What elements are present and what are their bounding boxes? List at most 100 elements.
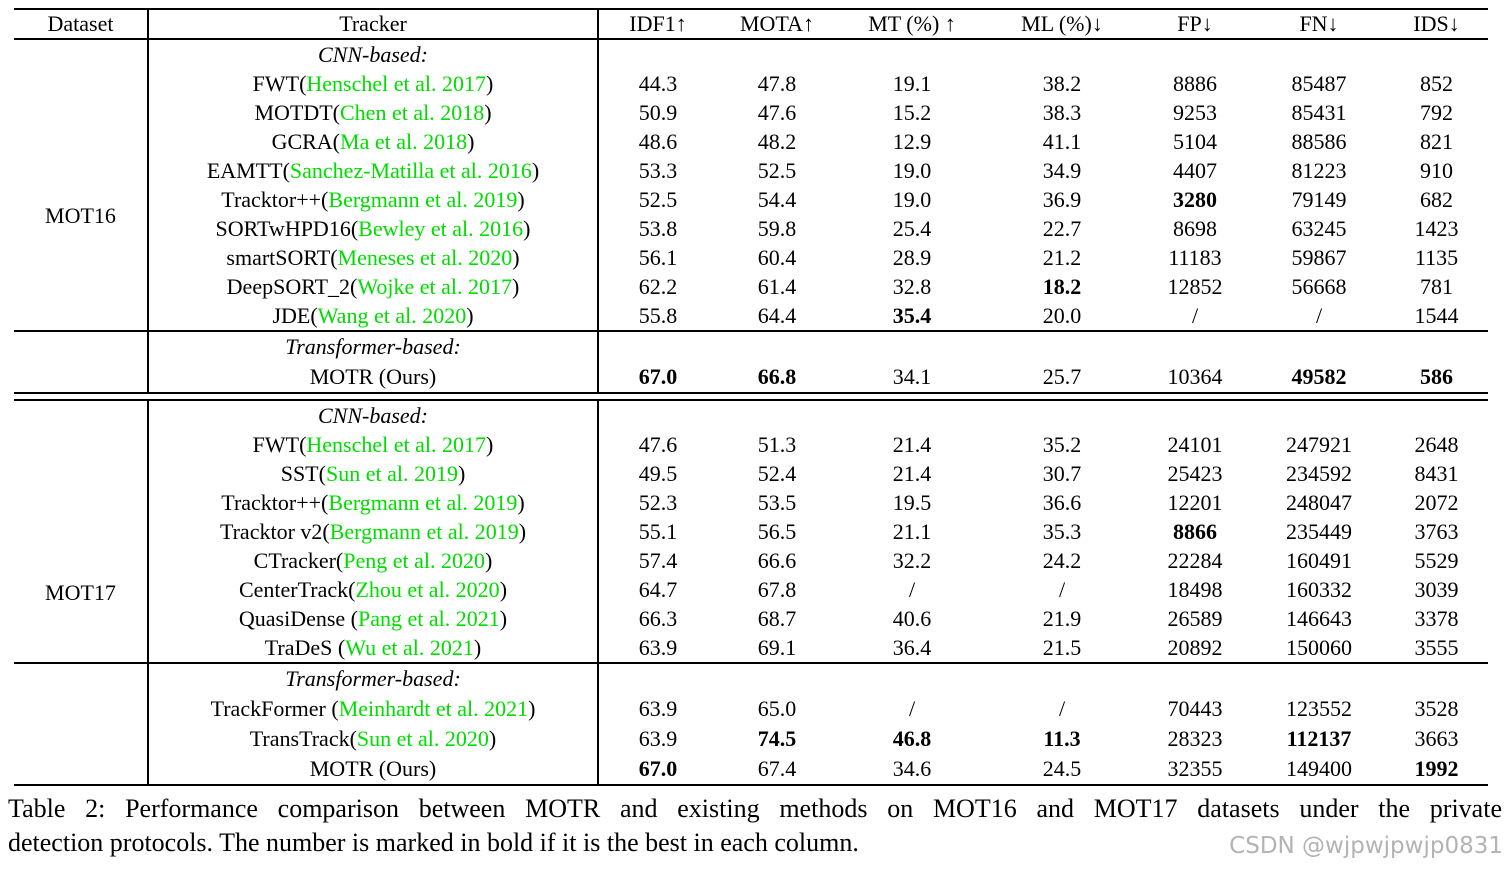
tracker-name: TransTrack(Sun et al. 2020) [147, 724, 597, 754]
citation-close-paren: ) [517, 186, 525, 212]
table-row: Tracktor++(Bergmann et al. 2019) 52.3 53.5… [14, 488, 1488, 517]
citation-close-paren: ) [486, 70, 494, 96]
cell-fp: 18498 [1167, 576, 1223, 602]
cell-ids: 1544 [1414, 302, 1459, 328]
cell-mota [717, 332, 837, 362]
tracker-name-text: FWT( [252, 70, 307, 96]
table-row: GCRA(Ma et al. 2018) 48.6 48.2 12.9 41.1 5104… [14, 127, 1488, 156]
tracker-name-text: CenterTrack( [238, 576, 356, 602]
cell-ml: 25.7 [1042, 364, 1082, 389]
cell-mt: 19.0 [892, 186, 932, 212]
cell-fp: 5104 [1173, 128, 1217, 154]
cell-fn: 56668 [1291, 273, 1347, 299]
cell-ids [1385, 401, 1488, 430]
table-row: SST(Sun et al. 2019) 49.5 52.4 21.4 30.7 2542… [14, 459, 1488, 488]
cell-mota: 66.8 [757, 364, 797, 389]
table-row: TrackFormer (Meinhardt et al. 2021) 63.9 6… [14, 694, 1488, 724]
cell-mota: 67.4 [757, 756, 797, 781]
table-row: MOTR (Ours) 67.0 66.8 34.1 25.7 10364 49582 586 [14, 362, 1488, 392]
cell-fn: 235449 [1286, 518, 1352, 544]
tracker-name: DeepSORT_2(Wojke et al. 2017) [147, 272, 597, 301]
cell-ids [1385, 332, 1488, 362]
cell-ml: 35.3 [1042, 518, 1082, 544]
tracker-name: MOTR (Ours) [147, 362, 597, 392]
cell-mt: 21.4 [892, 460, 932, 486]
citation-close-paren: ) [484, 99, 492, 125]
cell-idf1 [597, 664, 717, 694]
cell-mota: 53.5 [757, 489, 797, 515]
cell-ids: 586 [1420, 364, 1453, 389]
cell-fp: 8866 [1173, 518, 1217, 544]
tracker-name-text: MOTDT( [254, 99, 340, 125]
cell-idf1 [597, 332, 717, 362]
section-label: Transformer-based: [147, 664, 597, 694]
cell-mt: 40.6 [892, 605, 932, 631]
cell-ml: 18.2 [1042, 273, 1082, 299]
citation-close-paren: ) [528, 696, 536, 721]
cell-mota: 52.4 [757, 460, 797, 486]
table-row: Tracktor++(Bergmann et al. 2019) 52.5 54.4… [14, 185, 1488, 214]
col-header-ml: ML (%)↓ [1021, 11, 1103, 36]
cell-fp: 10364 [1167, 364, 1223, 389]
cell-mt: 32.2 [892, 547, 932, 573]
citation-text: Wang et al. 2020 [317, 302, 467, 328]
cell-mota: 47.6 [757, 99, 797, 125]
cell-idf1: 44.3 [597, 69, 717, 98]
watermark: CSDN @wjpwjpwjp0831 [1229, 833, 1503, 859]
citation-text: Wojke et al. 2017 [357, 273, 512, 299]
tracker-name-text: SORTwHPD16( [215, 215, 359, 241]
cell-mt: 34.6 [892, 756, 932, 781]
cell-mt: 19.5 [892, 489, 932, 515]
cell-fn: 149400 [1286, 756, 1352, 781]
cell-ids: 682 [1420, 186, 1453, 212]
cell-mt: 34.1 [892, 364, 932, 389]
cell-mota: 54.4 [757, 186, 797, 212]
cell-ml [987, 332, 1137, 362]
cell-ids: 3555 [1414, 634, 1459, 660]
cell-fp: 22284 [1167, 547, 1223, 573]
cell-ml [987, 40, 1137, 69]
citation-text: Sun et al. 2019 [325, 460, 458, 486]
cell-mt: 12.9 [892, 128, 932, 154]
citation-text: Bergmann et al. 2019 [328, 186, 518, 212]
table-body: CNN-based: FWT(Henschel et al. 2017) 44.3 4… [14, 40, 1488, 786]
cell-idf1: 63.9 [597, 633, 717, 662]
cell-fp: / [1191, 302, 1199, 328]
cell-ml: 11.3 [1043, 726, 1081, 751]
cell-fp: 20892 [1167, 634, 1223, 660]
table-row: EAMTT(Sanchez-Matilla et al. 2016) 53.3 52… [14, 156, 1488, 185]
tracker-name: SST(Sun et al. 2019) [147, 459, 597, 488]
tracker-name: GCRA(Ma et al. 2018) [147, 127, 597, 156]
dataset-section: CNN-based: FWT(Henschel et al. 2017) 44.3 4… [14, 40, 1488, 392]
citation-text: Bergmann et al. 2019 [328, 489, 518, 515]
cell-ids [1385, 664, 1488, 694]
citation-close-paren: ) [473, 634, 482, 660]
cell-ids: 1423 [1414, 215, 1459, 241]
cell-mt: 19.0 [892, 157, 932, 183]
cell-fn: 150060 [1286, 634, 1352, 660]
cell-fn: 247921 [1286, 431, 1352, 457]
table-row: TransTrack(Sun et al. 2020) 63.9 74.5 46.8 1… [14, 724, 1488, 754]
cell-ids: 3039 [1414, 576, 1459, 602]
cell-ids [1385, 40, 1488, 69]
cell-ids: 5529 [1414, 547, 1459, 573]
citation-close-paren: ) [499, 605, 508, 631]
cell-mota: 59.8 [757, 215, 797, 241]
cell-ml: 36.9 [1042, 186, 1082, 212]
table-row: Transformer-based: [14, 332, 1488, 362]
tracker-name-text: DeepSORT_2( [226, 273, 358, 299]
dataset-separator-double-line [14, 392, 1488, 401]
tracker-name: Tracktor++(Bergmann et al. 2019) [147, 488, 597, 517]
section-label: CNN-based: [147, 40, 597, 69]
cell-mt [837, 664, 987, 694]
cell-ids: 2072 [1414, 489, 1459, 515]
cell-ml: 35.2 [1042, 431, 1082, 457]
cell-fp [1137, 401, 1253, 430]
cell-ids: 3528 [1414, 696, 1459, 721]
caption-line-1: Table 2: Performance comparison between … [8, 794, 1502, 823]
citation-text: Zhou et al. 2020 [355, 576, 500, 602]
block-separator-line [14, 330, 1488, 332]
cell-ml [987, 664, 1137, 694]
cell-ml: 20.0 [1042, 302, 1082, 328]
cell-mt: 19.1 [892, 70, 932, 96]
